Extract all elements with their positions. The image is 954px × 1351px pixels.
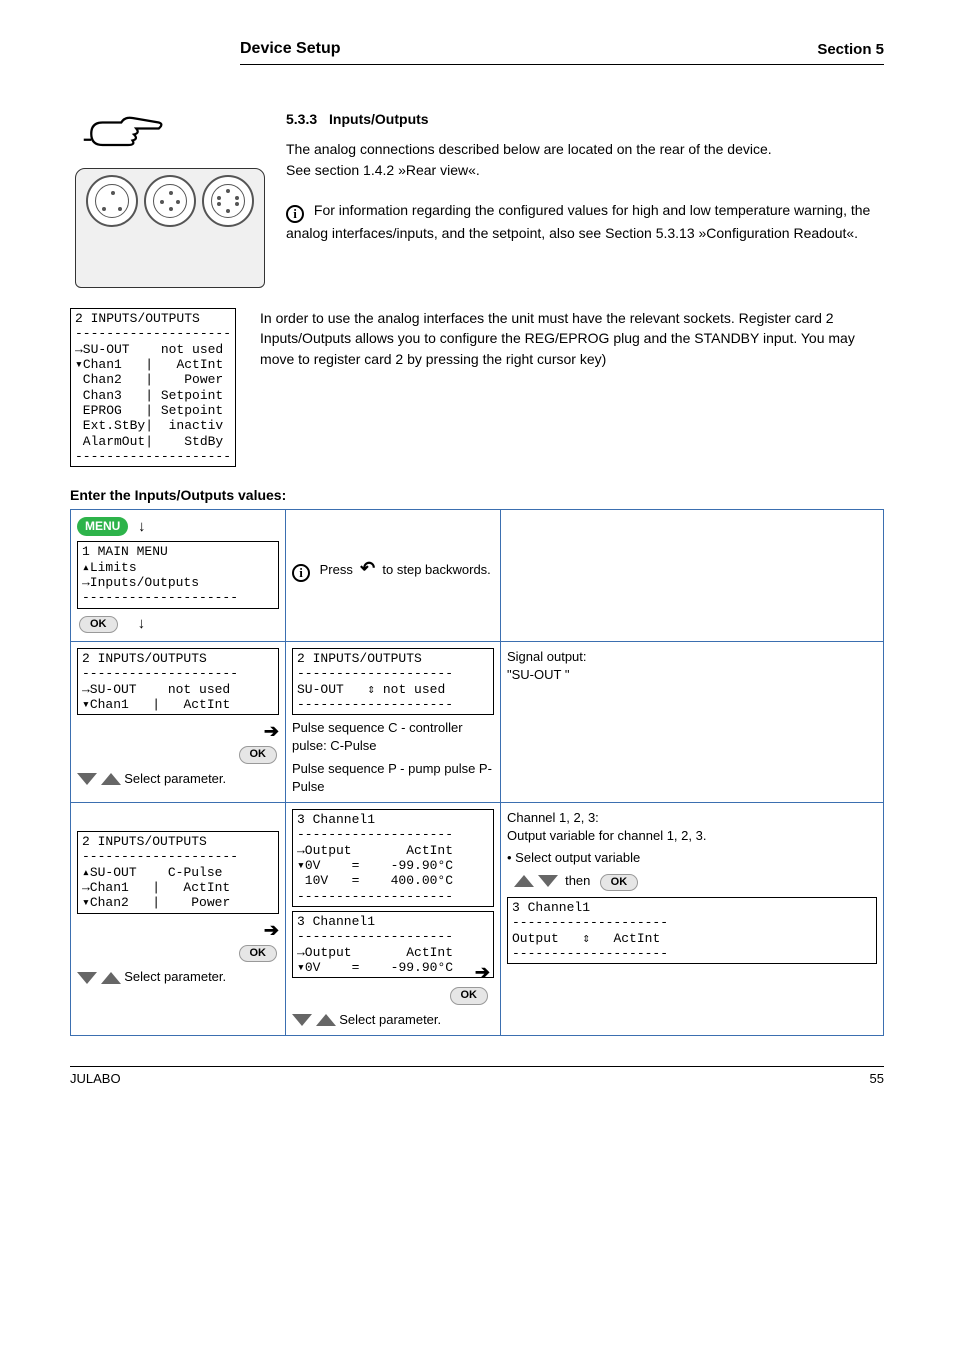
down-triangle-button[interactable]	[77, 972, 97, 984]
ok-button[interactable]: OK	[79, 616, 118, 633]
section-intro: 5.3.3 Inputs/Outputs The analog connecti…	[70, 105, 884, 288]
up-triangle-button[interactable]	[101, 773, 121, 785]
connector-panel-illustration	[70, 168, 270, 288]
header-right: Section 5	[817, 41, 884, 58]
footer-page-number: 55	[870, 1071, 884, 1086]
section-title: Inputs/Outputs	[329, 111, 429, 127]
procedure-table: MENU ↓ 1 MAIN MENU ▴Limits →Inputs/Outpu…	[70, 509, 884, 1036]
inputs-outputs-paragraph: In order to use the analog interfaces th…	[260, 308, 884, 467]
select-param-note: Select parameter.	[124, 969, 226, 984]
lcd-io-chan1: 2 INPUTS/OUTPUTS -------------------- ▴S…	[77, 831, 279, 914]
lcd-channel1-full: 3 Channel1 -------------------- →Output …	[292, 809, 494, 907]
signal-output-label: Signal output: "SU-OUT "	[507, 648, 877, 684]
connector-6pin-icon	[202, 175, 254, 227]
section-number: 5.3.3	[286, 111, 317, 127]
info-icon: i	[292, 564, 310, 582]
right-arrow-icon: ➔	[264, 721, 279, 741]
info-icon: i	[286, 205, 304, 223]
down-triangle-button[interactable]	[538, 875, 558, 887]
lcd-and-paragraph: 2 INPUTS/OUTPUTS -------------------- →S…	[70, 308, 884, 467]
up-triangle-button[interactable]	[316, 1014, 336, 1026]
then-label: then	[565, 873, 590, 888]
header-left: Device Setup	[240, 40, 340, 58]
ok-button[interactable]: OK	[239, 746, 278, 763]
ok-button[interactable]: OK	[600, 874, 639, 891]
press-back-note: i Press ↶ to step backwords.	[292, 556, 494, 582]
pulse-c-note: Pulse sequence C - controller pulse: C-P…	[292, 719, 494, 755]
down-triangle-button[interactable]	[77, 773, 97, 785]
page-footer: JULABO 55	[70, 1066, 884, 1086]
right-arrow-icon: ➔	[475, 962, 490, 982]
ok-button[interactable]: OK	[239, 945, 278, 962]
down-arrow-icon: ↓	[138, 518, 146, 535]
lcd-main-menu: 1 MAIN MENU ▴Limits →Inputs/Outputs ----…	[77, 541, 279, 608]
footer-brand: JULABO	[70, 1071, 121, 1086]
connector-4pin-icon	[144, 175, 196, 227]
section-intro-line: The analog connections described below a…	[286, 139, 884, 159]
lcd-suout-edit: 2 INPUTS/OUTPUTS -------------------- SU…	[292, 648, 494, 715]
select-output-bullet: Select output variable	[515, 850, 640, 865]
header-rule	[240, 64, 884, 65]
back-arrow-icon[interactable]: ↶	[360, 558, 375, 578]
down-arrow-icon: ↓	[138, 615, 146, 632]
info-note-text: For information regarding the configured…	[286, 202, 870, 241]
down-triangle-button[interactable]	[292, 1014, 312, 1026]
pointing-hand-icon	[70, 105, 180, 160]
enter-values-subhead: Enter the Inputs/Outputs values:	[70, 487, 884, 503]
connector-3pin-icon	[86, 175, 138, 227]
lcd-inputs-outputs-full: 2 INPUTS/OUTPUTS -------------------- →S…	[70, 308, 236, 467]
up-triangle-button[interactable]	[101, 972, 121, 984]
select-param-note: Select parameter.	[339, 1012, 441, 1027]
pulse-p-note: Pulse sequence P - pump pulse P-Pulse	[292, 760, 494, 796]
section-see-ref: See section 1.4.2 »Rear view«.	[286, 160, 884, 180]
select-param-note: Select parameter.	[124, 771, 226, 786]
lcd-io-suout: 2 INPUTS/OUTPUTS -------------------- →S…	[77, 648, 279, 715]
lcd-channel1-output-edit: 3 Channel1 -------------------- Output ⇕…	[507, 897, 877, 964]
ok-button[interactable]: OK	[450, 987, 489, 1004]
right-arrow-icon: ➔	[264, 920, 279, 940]
menu-badge[interactable]: MENU	[77, 517, 128, 536]
channel-desc: Channel 1, 2, 3: Output variable for cha…	[507, 809, 877, 845]
up-triangle-button[interactable]	[514, 875, 534, 887]
